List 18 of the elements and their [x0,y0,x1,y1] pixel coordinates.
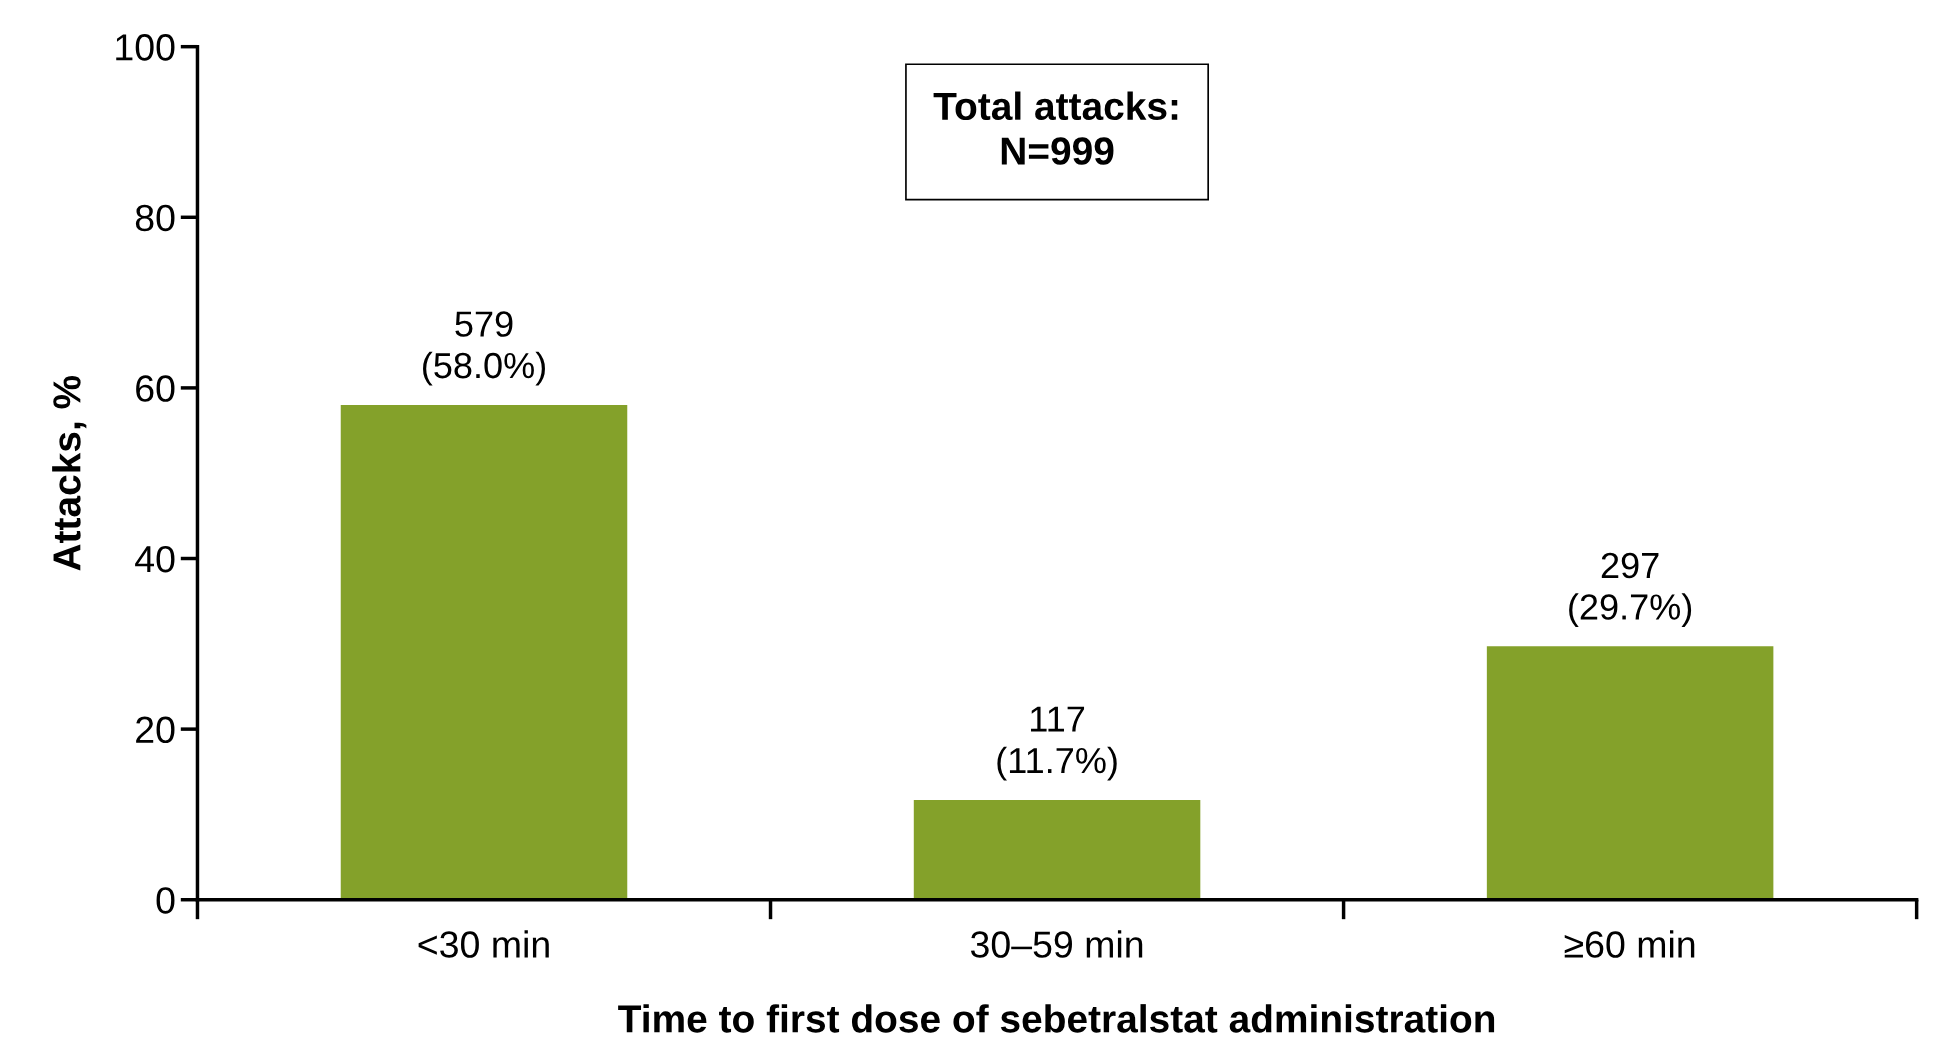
data-label: 579 (58.0%) [423,311,545,386]
y-tick-label: 80 [135,204,175,232]
y-tick-label: 40 [135,545,175,573]
y-tick-label: 0 [156,887,175,914]
y-tick-label: 100 [116,34,175,61]
bar [340,404,628,900]
y-axis-title: Attacks, % [52,375,87,571]
data-label: 117 (11.7%) [997,706,1117,781]
x-tick-label: 30–59 min [970,930,1143,958]
x-axis-title: Time to first dose of sebetralstat administration [618,1004,1495,1033]
y-tick-label: 60 [136,375,175,402]
x-tick-label: <30 min [418,930,549,958]
x-tick-label: ≥60 min [1564,930,1695,958]
data-label: 297 (29.7%) [1569,552,1692,627]
y-tick-label: 20 [136,716,175,744]
annotation: Total attacks: N=999 [933,91,1178,165]
bar [1486,646,1774,900]
bar [913,799,1201,900]
